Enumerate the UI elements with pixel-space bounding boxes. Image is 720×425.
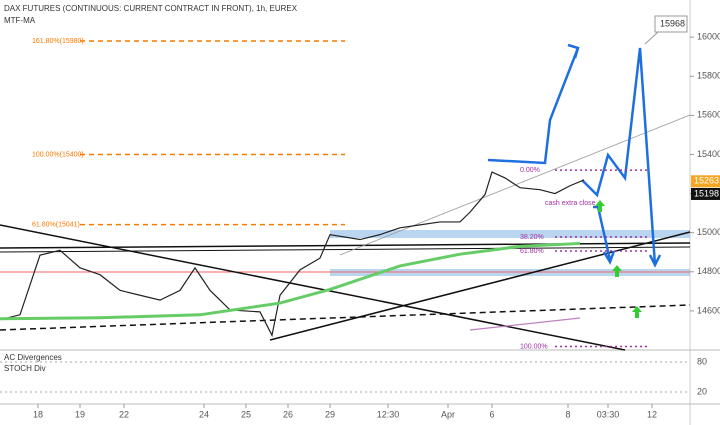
x-tick-label: 18 [33,409,43,419]
x-tick-label: 29 [325,409,335,419]
chart-title: DAX FUTURES (CONTINUOUS: CURRENT CONTRAC… [4,4,298,13]
x-tick-label: 26 [283,409,293,419]
fib-label: 161.80%(15980) [32,38,84,45]
trendline [269,231,691,341]
y-tick-label: 14600 [697,305,720,315]
arrow [487,47,580,165]
green-arrows [595,200,642,318]
fib-label: 100.00% [520,343,548,350]
y-tick-label: 15600 [697,110,720,120]
x-tick-label: 03:30 [597,409,620,419]
up-arrow [632,306,642,318]
x-tick-label: 6 [489,409,494,419]
x-tick-label: 12 [647,409,657,419]
osc-label: STOCH Div [4,364,46,373]
y-tick-label: 15800 [697,71,720,81]
trendline [0,246,691,253]
x-tick-label: 22 [119,409,129,419]
x-tick-label: 12:30 [377,409,400,419]
fib-label: 61.80% [520,248,544,255]
x-tick-label: 19 [75,409,85,419]
x-tick-label: 25 [241,409,251,419]
price-tag [691,175,720,188]
price-tag-label: 15263 [694,176,719,186]
callout-label: 15968 [660,18,685,28]
trendline [0,304,691,331]
fib-label: 100.00%(15400) [32,151,84,158]
arrow-head [648,254,662,268]
y-tick-label: 15000 [697,227,720,237]
moving-average [0,241,581,321]
zone [330,230,690,238]
callout-box [654,15,688,33]
y-tick-label: 16000 [697,32,720,42]
fib-label: 0.00% [520,167,540,174]
fib-label: 61.80%(15041) [32,222,80,229]
arrow-head [602,250,616,265]
up-arrow [595,200,605,212]
osc-tick-label: 80 [697,356,707,366]
callout-pointer [644,31,659,45]
arrow [581,47,657,266]
indicator-label: MTF-MA [4,16,36,25]
price-line [0,171,585,338]
x-tick-label: 24 [199,409,209,419]
projection-arrows [487,43,662,268]
osc-tick-label: 20 [697,386,707,396]
trendline [0,224,626,351]
annotation: cash extra close [545,200,596,207]
osc-label: AC Divergences [4,353,62,362]
up-arrow [612,265,622,277]
x-tick-label: Apr [441,409,455,419]
fib-label: 38.20% [520,234,544,241]
y-tick-label: 14800 [697,266,720,276]
x-tick-label: 8 [565,409,570,419]
y-tick-label: 15400 [697,149,720,159]
ma-purple [469,317,581,331]
arrow-head [567,43,580,59]
price-tag-label: 15198 [694,188,719,198]
price-tag [691,187,720,200]
